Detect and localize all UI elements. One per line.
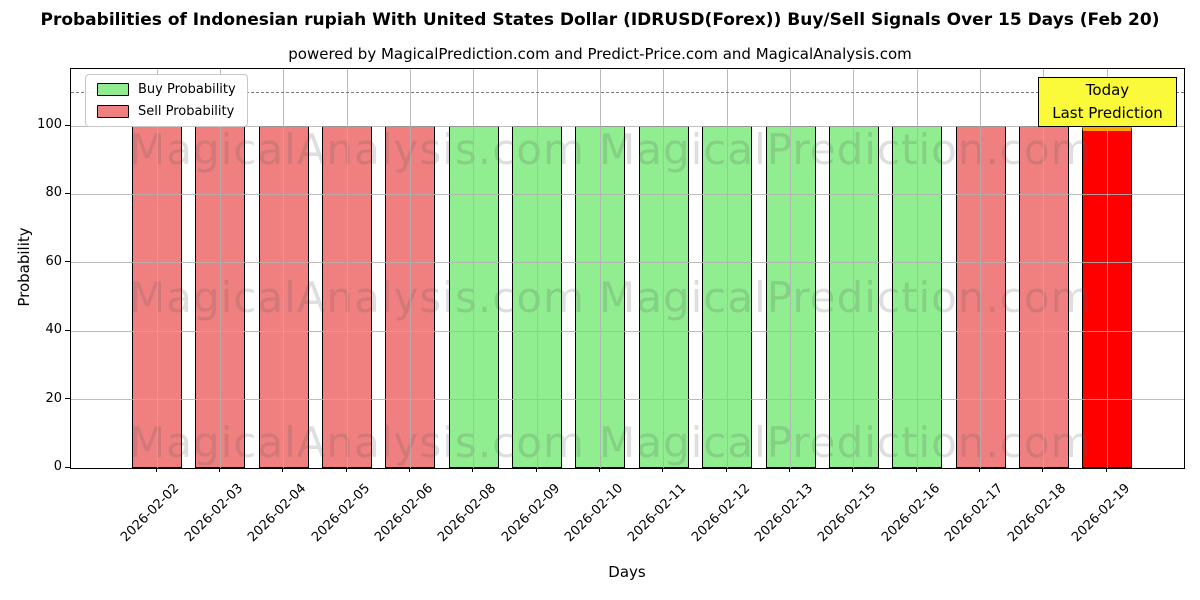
x-gridline: [790, 69, 791, 468]
y-gridline: [71, 330, 1184, 332]
y-gridline: [71, 262, 1184, 264]
x-gridline: [1106, 69, 1108, 468]
x-tick-mark: [1105, 467, 1107, 472]
x-gridline: [219, 69, 221, 468]
x-tick-label: 2026-02-16: [878, 481, 943, 546]
watermark-text: MagicalAnalysis.com: [129, 273, 585, 322]
x-gridline: [663, 69, 665, 468]
x-gridline: [916, 69, 918, 468]
x-tick-label: 2026-02-03: [181, 481, 246, 546]
x-tick-label: 2026-02-08: [435, 481, 500, 546]
y-tick-mark: [65, 192, 70, 194]
y-gridline: [71, 399, 1184, 401]
y-tick-label: 60: [45, 253, 62, 269]
x-gridline: [726, 69, 728, 468]
y-gridline: [71, 193, 1184, 195]
y-tick-label: 40: [45, 322, 62, 338]
y-tick-mark: [65, 329, 70, 331]
chart-subtitle: powered by MagicalPrediction.com and Pre…: [288, 45, 912, 63]
legend-item-buy: Buy Probability: [97, 82, 236, 97]
y-gridline: [71, 125, 1184, 127]
watermark-text: MagicalPrediction.com: [599, 273, 1093, 322]
x-tick-label: 2026-02-19: [1068, 481, 1133, 546]
x-tick-label: 2026-02-05: [308, 481, 373, 546]
x-tick-mark: [598, 467, 600, 472]
x-tick-label: 2026-02-02: [118, 481, 183, 546]
legend-label-buy: Buy Probability: [138, 82, 236, 97]
x-gridline: [853, 69, 855, 468]
y-tick-mark: [65, 261, 70, 263]
watermark-text: MagicalPrediction.com: [599, 125, 1093, 174]
x-tick-mark: [155, 467, 157, 472]
x-tick-mark: [218, 467, 220, 472]
x-gridline: [156, 69, 158, 468]
chart-title: Probabilities of Indonesian rupiah With …: [40, 10, 1160, 30]
x-tick-label: 2026-02-18: [1005, 481, 1070, 546]
x-gridline: [536, 69, 538, 468]
y-tick-mark: [65, 124, 70, 126]
x-tick-mark: [725, 467, 727, 472]
x-tick-label: 2026-02-06: [371, 481, 437, 546]
watermark-text: MagicalAnalysis.com: [129, 125, 585, 174]
x-gridline: [599, 69, 601, 468]
dashed-threshold-line: [71, 91, 1184, 93]
legend-label-sell: Sell Probability: [138, 104, 235, 119]
legend: Buy Probability Sell Probability: [85, 74, 248, 127]
x-tick-label: 2026-02-09: [498, 481, 563, 546]
y-tick-label: 100: [37, 117, 62, 133]
x-tick-label: 2026-02-17: [942, 481, 1007, 546]
x-tick-label: 2026-02-10: [562, 481, 627, 546]
x-tick-mark: [535, 467, 537, 472]
legend-item-sell: Sell Probability: [97, 104, 236, 119]
x-tick-mark: [345, 467, 347, 472]
x-tick-mark: [852, 467, 854, 472]
x-tick-mark: [662, 467, 664, 472]
x-gridline: [473, 69, 475, 468]
callout-line-2: Last Prediction: [1052, 104, 1163, 122]
plot-area: MagicalAnalysis.com MagicalPrediction.com…: [70, 68, 1185, 469]
x-tick-mark: [1042, 467, 1044, 472]
watermark-text: MagicalAnalysis.com: [129, 418, 585, 467]
x-tick-mark: [979, 467, 981, 472]
x-tick-mark: [789, 467, 790, 472]
x-tick-mark: [472, 467, 474, 472]
x-gridline: [1043, 69, 1045, 468]
y-tick-label: 80: [45, 185, 62, 201]
y-tick-mark: [65, 398, 70, 400]
y-tick-label: 20: [45, 390, 62, 406]
watermark-text: MagicalPrediction.com: [599, 418, 1093, 467]
x-tick-label: 2026-02-13: [752, 481, 817, 546]
x-tick-mark: [915, 467, 917, 472]
x-tick-label: 2026-02-04: [245, 481, 310, 546]
y-tick-mark: [65, 466, 70, 468]
x-tick-label: 2026-02-15: [815, 481, 880, 546]
x-tick-mark: [282, 467, 284, 472]
x-tick-label: 2026-02-12: [688, 481, 753, 546]
x-gridline: [980, 69, 982, 468]
x-axis-label: Days: [608, 563, 646, 581]
x-tick-mark: [408, 467, 410, 472]
sell-swatch-icon: [97, 105, 129, 118]
callout-line-1: Today: [1085, 81, 1130, 99]
x-gridline: [409, 69, 411, 468]
buy-swatch-icon: [97, 83, 129, 96]
y-tick-label: 0: [53, 459, 62, 474]
x-tick-label: 2026-02-11: [625, 481, 690, 546]
today-last-prediction-callout: Today Last Prediction: [1038, 77, 1177, 127]
x-gridline: [346, 69, 348, 468]
x-gridline: [283, 69, 285, 468]
